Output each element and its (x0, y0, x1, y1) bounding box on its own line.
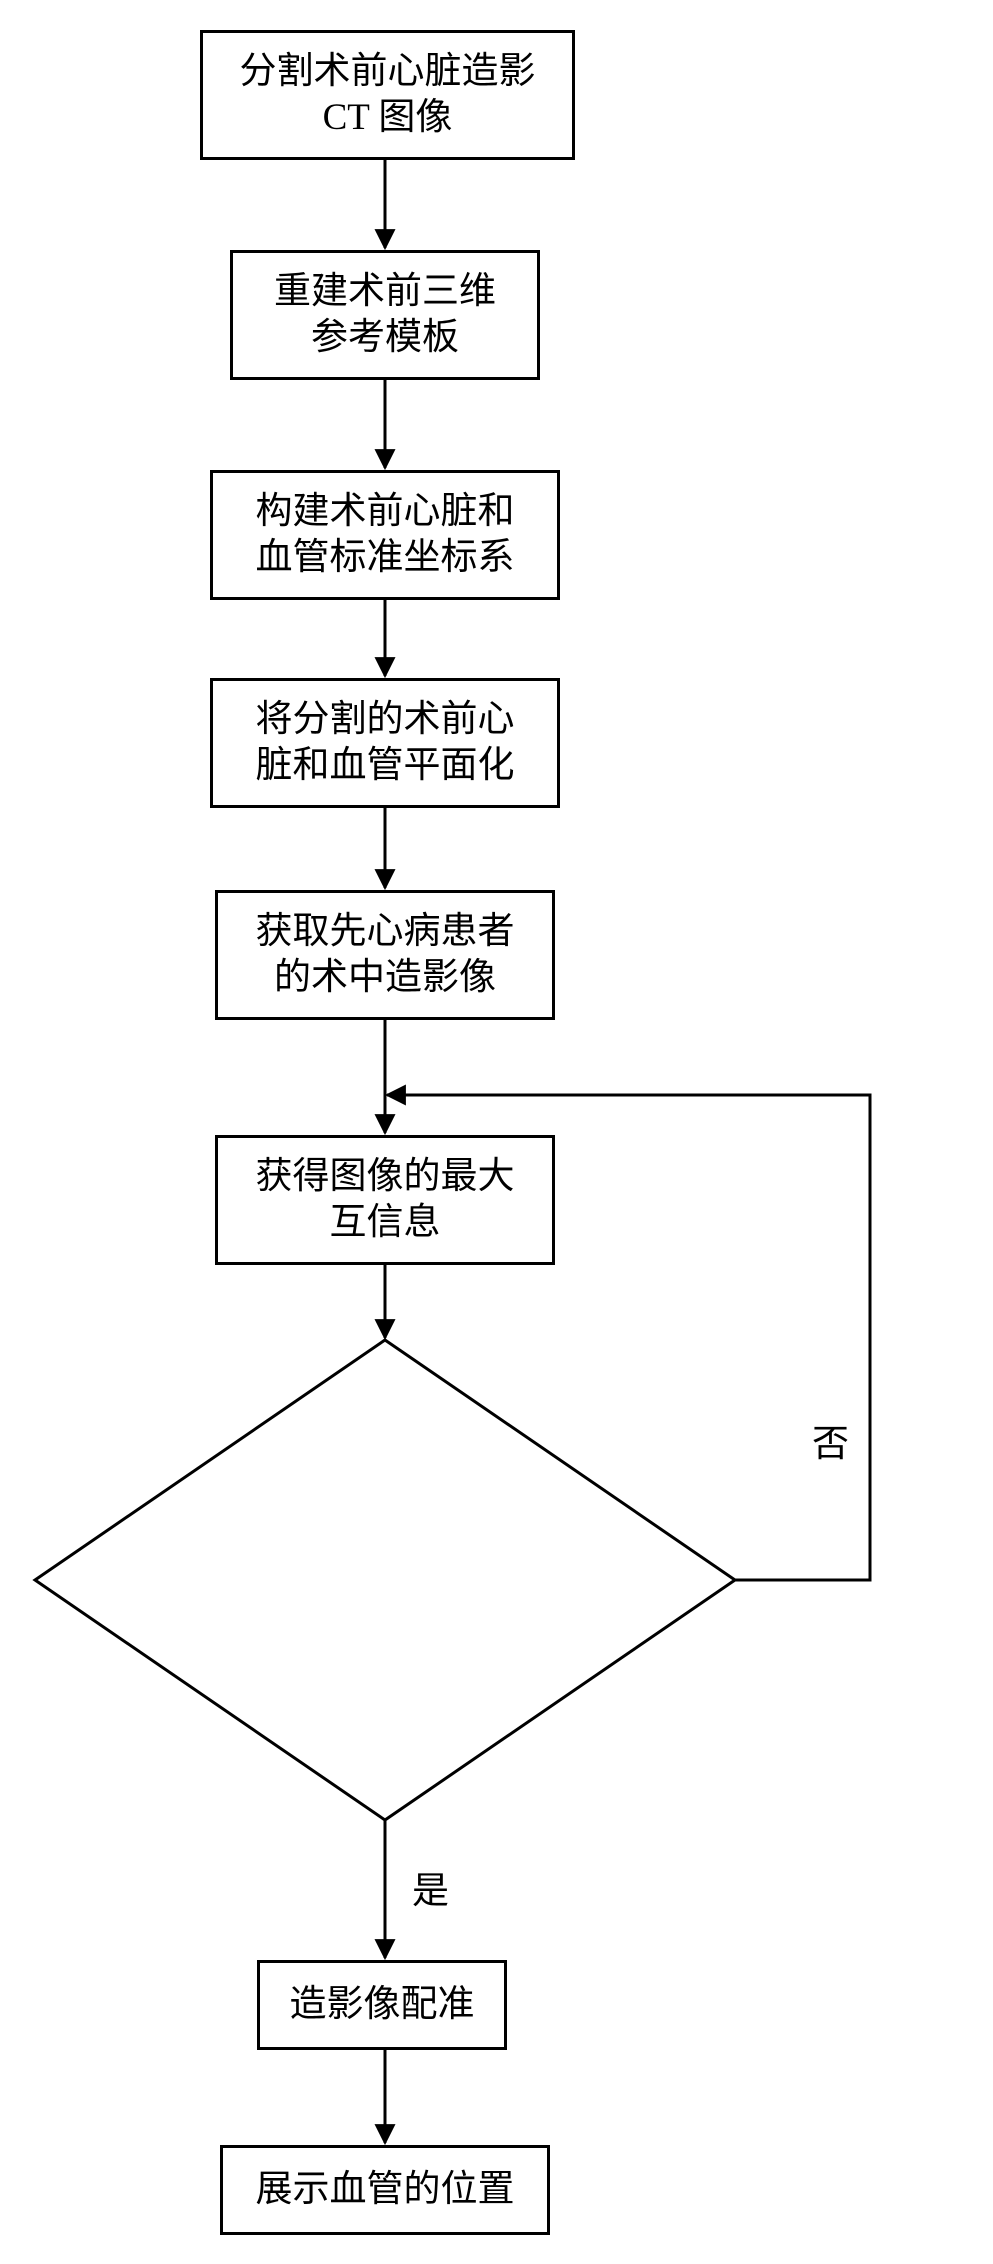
process-box-2: 重建术前三维 参考模板 (230, 250, 540, 380)
edge-label-yes: 是 (410, 1860, 451, 1914)
process-box-4: 将分割的术前心 脏和血管平面化 (210, 678, 560, 808)
process-text-9: 展示血管的位置 (256, 2167, 515, 2213)
process-text-3: 构建术前心脏和 血管标准坐标系 (256, 489, 515, 582)
process-text-6: 获得图像的最大 互信息 (256, 1154, 515, 1247)
process-box-8: 造影像配准 (257, 1960, 507, 2050)
process-box-1: 分割术前心脏造影 CT 图像 (200, 30, 575, 160)
process-box-9: 展示血管的位置 (220, 2145, 550, 2235)
process-box-5: 获取先心病患者 的术中造影像 (215, 890, 555, 1020)
process-box-3: 构建术前心脏和 血管标准坐标系 (210, 470, 560, 600)
decision-text-7: 判断是否选完五张分 割的术前心脏和血管 的二维图像 (175, 1480, 595, 1630)
process-text-1: 分割术前心脏造影 CT 图像 (240, 49, 536, 142)
process-box-6: 获得图像的最大 互信息 (215, 1135, 555, 1265)
process-text-5: 获取先心病患者 的术中造影像 (256, 909, 515, 1002)
process-text-4: 将分割的术前心 脏和血管平面化 (256, 697, 515, 790)
edge-label-no: 否 (810, 1413, 851, 1467)
process-text-2: 重建术前三维 参考模板 (274, 269, 496, 362)
process-text-8: 造影像配准 (290, 1982, 475, 2028)
